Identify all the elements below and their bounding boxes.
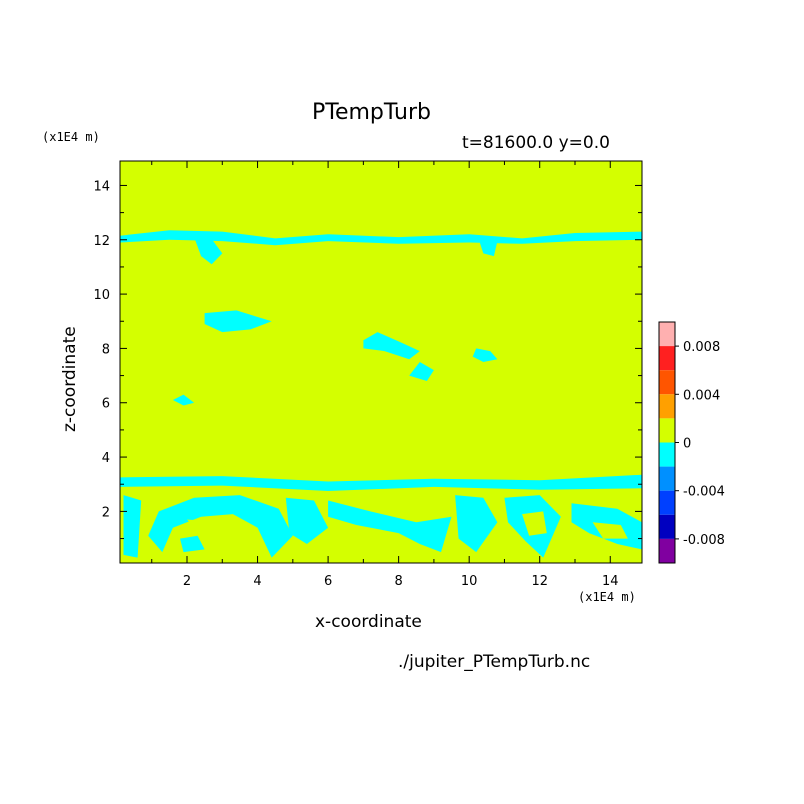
y-tick-label: 10 bbox=[93, 288, 110, 303]
colorbar-swatch bbox=[659, 346, 675, 371]
negative-region-arch-2 bbox=[123, 495, 142, 558]
plot-frame bbox=[119, 160, 643, 564]
y-tick-label: 14 bbox=[93, 179, 110, 194]
x-tick-label: 8 bbox=[394, 574, 402, 589]
colorbar-swatch bbox=[659, 370, 675, 395]
x-axis-unit: (x1E4 m) bbox=[578, 590, 636, 604]
x-tick-label: 10 bbox=[461, 574, 478, 589]
x-axis-label: x-coordinate bbox=[315, 612, 422, 632]
colorbar-swatch bbox=[659, 514, 675, 539]
negative-region-small-8 bbox=[180, 535, 205, 553]
y-tick-label: 6 bbox=[102, 397, 110, 412]
y-tick-label: 4 bbox=[102, 451, 110, 466]
colorbar-swatch bbox=[659, 442, 675, 467]
negative-region-arch-1 bbox=[148, 495, 293, 558]
colorbar-swatch bbox=[659, 466, 675, 491]
y-axis-unit: (x1E4 m) bbox=[42, 130, 100, 144]
colorbar: 0.008 0.004 0 -0.004 -0.008 bbox=[658, 321, 725, 564]
negative-region-swirl-4 bbox=[328, 500, 452, 553]
negative-region-upper-blob-2 bbox=[479, 241, 498, 257]
plot-area bbox=[119, 160, 643, 564]
colorbar-label: -0.004 bbox=[683, 485, 725, 500]
negative-region-blob-8b bbox=[409, 362, 434, 381]
colorbar-label: 0 bbox=[683, 437, 691, 452]
source-filename: ./jupiter_PTempTurb.nc bbox=[398, 652, 591, 672]
negative-region-blob-8a bbox=[363, 332, 420, 360]
colorbar-swatch bbox=[659, 322, 675, 347]
colorbar-swatch bbox=[659, 490, 675, 515]
chart-title: PTempTurb bbox=[312, 100, 431, 125]
colorbar-swatch bbox=[659, 394, 675, 419]
negative-region-upper-blob-1 bbox=[194, 234, 223, 265]
x-tick-label: 12 bbox=[531, 574, 548, 589]
y-axis-label: z-coordinate bbox=[60, 326, 80, 432]
y-tick-label: 2 bbox=[102, 505, 110, 520]
colorbar-swatch bbox=[659, 418, 675, 443]
x-tick-label: 2 bbox=[183, 574, 191, 589]
negative-region-blob-10.5 bbox=[472, 348, 498, 362]
zero-region-inner-arch-1 bbox=[187, 519, 244, 542]
negative-region-lower-band bbox=[120, 474, 642, 491]
colorbar-swatch bbox=[659, 538, 675, 563]
x-tick-label: 4 bbox=[253, 574, 261, 589]
x-axis: 2 4 6 8 10 12 14 bbox=[151, 161, 619, 589]
negative-region-swirl-3 bbox=[285, 497, 329, 544]
colorbar-label: 0.004 bbox=[683, 388, 720, 403]
negative-region-swirl-5 bbox=[455, 495, 498, 553]
zero-region-inner-swirl-4 bbox=[363, 530, 413, 553]
negative-region-upper-band bbox=[120, 230, 642, 246]
negative-region-blob-9 bbox=[204, 310, 272, 333]
negative-region-blob-6 bbox=[172, 394, 195, 406]
zero-region-inner-swirl-6 bbox=[522, 511, 547, 536]
colorbar-label: 0.008 bbox=[683, 340, 720, 355]
y-axis: 2 4 6 8 10 12 14 bbox=[93, 179, 642, 540]
chart-subtitle: t=81600.0 y=0.0 bbox=[462, 133, 610, 153]
y-tick-label: 8 bbox=[102, 342, 110, 357]
field-background bbox=[120, 161, 642, 563]
x-tick-label: 14 bbox=[602, 574, 619, 589]
zero-region-inner-swirl-7 bbox=[592, 522, 628, 539]
x-tick-label: 6 bbox=[324, 574, 332, 589]
y-tick-label: 12 bbox=[93, 234, 110, 249]
colorbar-label: -0.008 bbox=[683, 533, 725, 548]
